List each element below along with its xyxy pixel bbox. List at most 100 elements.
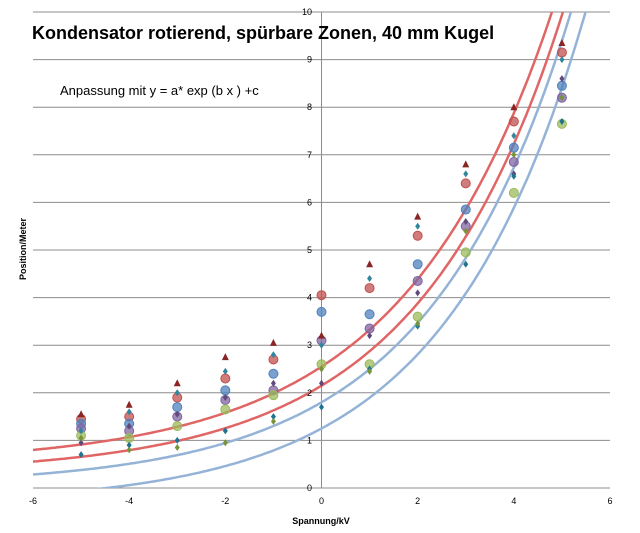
data-point xyxy=(78,439,84,447)
y-tick-label: 1 xyxy=(307,435,312,445)
data-point xyxy=(463,170,469,178)
data-point xyxy=(559,75,565,83)
data-point xyxy=(220,404,231,415)
fit-curve xyxy=(95,12,587,488)
data-point xyxy=(174,444,180,452)
y-tick-label: 0 xyxy=(307,483,312,493)
data-point xyxy=(319,341,324,349)
data-point xyxy=(316,290,327,301)
data-point xyxy=(367,332,373,340)
data-point xyxy=(221,353,229,361)
data-point xyxy=(559,117,565,125)
x-tick-label: -4 xyxy=(125,496,133,506)
data-point xyxy=(222,367,228,375)
data-point xyxy=(364,323,375,334)
data-point xyxy=(556,80,567,91)
data-point xyxy=(460,204,471,215)
data-point xyxy=(508,116,519,127)
data-point xyxy=(268,390,279,401)
data-point xyxy=(367,367,373,375)
data-point xyxy=(319,403,324,411)
data-point xyxy=(126,422,132,430)
y-tick-label: 3 xyxy=(307,340,312,350)
chart-title: Kondensator rotierend, spürbare Zonen, 4… xyxy=(32,23,494,43)
data-point xyxy=(412,259,423,270)
x-tick-label: -6 xyxy=(29,496,37,506)
data-point xyxy=(78,434,84,442)
data-point xyxy=(364,309,375,320)
data-point xyxy=(558,38,566,46)
data-point xyxy=(460,247,471,258)
data-point xyxy=(415,222,421,230)
data-point xyxy=(222,439,228,447)
data-point xyxy=(412,230,423,241)
data-points xyxy=(76,38,567,459)
data-point xyxy=(319,379,324,387)
data-point xyxy=(125,400,133,408)
data-point xyxy=(174,436,180,444)
data-point xyxy=(508,156,519,167)
data-point xyxy=(463,217,469,225)
data-point xyxy=(412,275,423,286)
y-tick-label: 7 xyxy=(307,150,312,160)
data-point xyxy=(173,379,181,387)
y-tick-label: 8 xyxy=(307,102,312,112)
data-point xyxy=(270,417,276,425)
data-point xyxy=(559,94,565,102)
data-point xyxy=(556,47,567,58)
data-point xyxy=(412,311,423,322)
data-point xyxy=(318,331,325,339)
fit-curve xyxy=(33,12,573,476)
data-point xyxy=(174,410,180,418)
data-point xyxy=(78,427,84,435)
data-point xyxy=(511,151,517,159)
data-point xyxy=(511,172,517,180)
data-point xyxy=(559,56,565,64)
data-point xyxy=(508,142,519,153)
data-point xyxy=(172,421,183,432)
data-point xyxy=(269,338,277,346)
data-point xyxy=(460,178,471,189)
y-tick-labels: 0 1 2 3 4 5 6 7 8 9 10 xyxy=(302,7,312,493)
y-tick-label: 2 xyxy=(307,388,312,398)
x-axis-label: Spannung/kV xyxy=(292,516,350,526)
data-point xyxy=(126,441,132,449)
data-point xyxy=(270,351,276,359)
data-point xyxy=(366,260,374,268)
data-point xyxy=(78,451,84,459)
y-axis-label: Position/Meter xyxy=(18,218,28,281)
x-tick-label: 6 xyxy=(607,496,612,506)
data-point xyxy=(124,433,135,444)
data-point xyxy=(364,283,375,294)
data-point xyxy=(174,389,180,397)
data-point xyxy=(415,289,421,297)
data-point xyxy=(270,379,276,387)
y-tick-label: 4 xyxy=(307,293,312,303)
x-tick-label: 2 xyxy=(415,496,420,506)
data-point xyxy=(414,212,422,220)
data-point xyxy=(511,132,517,140)
data-point xyxy=(126,408,132,416)
data-point xyxy=(463,227,469,235)
data-point xyxy=(510,103,518,111)
data-point xyxy=(172,402,183,413)
fit-annotation: Anpassung mit y = a* exp (b x ) +c xyxy=(60,83,259,98)
y-tick-label: 5 xyxy=(307,245,312,255)
data-point xyxy=(367,275,373,283)
x-tick-label: 4 xyxy=(511,496,516,506)
data-point xyxy=(270,413,276,421)
data-point xyxy=(126,446,132,454)
data-point xyxy=(268,368,279,379)
data-point xyxy=(220,385,231,396)
x-tick-labels: -6 -4 -2 0 2 4 6 xyxy=(29,496,613,506)
data-point xyxy=(77,410,85,418)
data-point xyxy=(508,187,519,198)
data-point xyxy=(316,306,327,317)
x-tick-label: -2 xyxy=(221,496,229,506)
data-point xyxy=(319,365,324,373)
data-point xyxy=(415,320,421,328)
data-point xyxy=(463,260,469,268)
data-point xyxy=(220,373,231,384)
y-tick-label: 6 xyxy=(307,197,312,207)
